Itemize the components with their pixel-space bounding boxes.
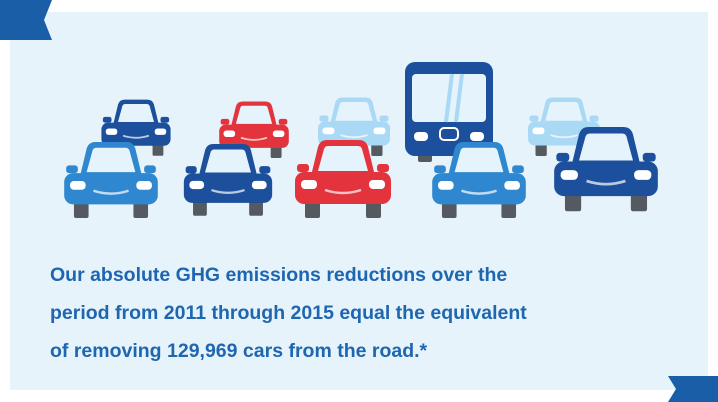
message-line: of removing 129,969 cars from the road.* — [50, 340, 428, 362]
page: Our absolute GHG emissions reductions ov… — [0, 0, 718, 402]
infographic: Our absolute GHG emissions reductions ov… — [0, 0, 718, 402]
message-line: period from 2011 through 2015 equal the … — [50, 302, 527, 324]
message-line: Our absolute GHG emissions reductions ov… — [50, 264, 507, 286]
